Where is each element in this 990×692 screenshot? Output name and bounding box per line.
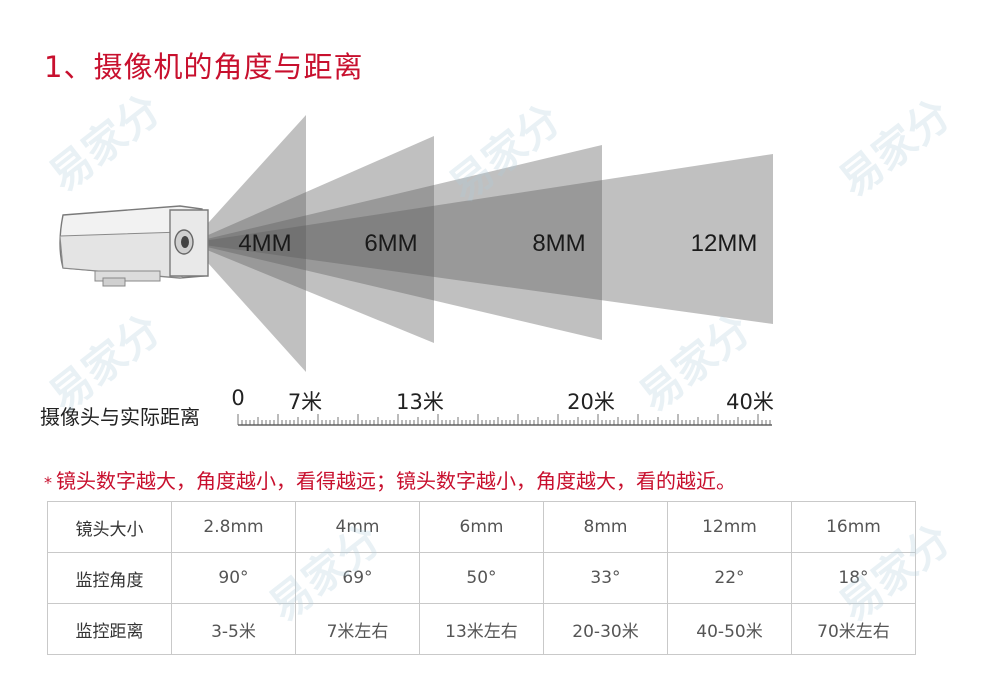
table-cell: 监控距离 — [47, 603, 172, 655]
table-cell: 12mm — [667, 501, 792, 553]
table-cell: 16mm — [791, 501, 916, 553]
cone-label-4mm: 4MM — [238, 230, 291, 257]
table-cell: 40-50米 — [667, 603, 792, 655]
table-cell: 3-5米 — [171, 603, 296, 655]
table-cell: 4mm — [295, 501, 420, 553]
ruler-label: 摄像头与实际距离 — [40, 405, 200, 429]
table-cell: 90° — [171, 552, 296, 604]
cone-8mm — [190, 145, 602, 340]
ruler-tick-7m: 7米 — [287, 390, 323, 414]
table-cell: 监控角度 — [47, 552, 172, 604]
table-cell: 20-30米 — [543, 603, 668, 655]
table-cell: 33° — [543, 552, 668, 604]
note-text: 镜头数字越大，角度越小，看得越远；镜头数字越小，角度越大，看的越近。 — [56, 469, 736, 493]
table-cell: 6mm — [419, 501, 544, 553]
table-row: 监控角度 90° 69° 50° 33° 22° 18° — [47, 552, 916, 604]
cone-4mm — [190, 115, 306, 372]
ruler-tick-20m: 20米 — [567, 390, 615, 414]
distance-ruler — [237, 414, 772, 426]
table-cell: 69° — [295, 552, 420, 604]
table-cell: 8mm — [543, 501, 668, 553]
table-cell: 镜头大小 — [47, 501, 172, 553]
table-row: 镜头大小 2.8mm 4mm 6mm 8mm 12mm 16mm — [47, 501, 916, 553]
cone-label-8mm: 8MM — [532, 230, 585, 257]
table-cell: 2.8mm — [171, 501, 296, 553]
ruler-tick-13m: 13米 — [396, 390, 444, 414]
cone-label-6mm: 6MM — [364, 230, 417, 257]
lens-note: * 镜头数字越大，角度越小，看得越远；镜头数字越小，角度越大，看的越近。 — [44, 465, 736, 494]
lens-spec-table: 镜头大小 2.8mm 4mm 6mm 8mm 12mm 16mm 监控角度 90… — [47, 501, 916, 655]
cone-12mm — [190, 154, 773, 324]
ruler-tick-40m: 40米 — [726, 390, 774, 414]
table-row: 监控距离 3-5米 7米左右 13米左右 20-30米 40-50米 70米左右 — [47, 603, 916, 655]
cone-6mm — [190, 136, 434, 343]
cone-label-12mm: 12MM — [691, 230, 758, 257]
table-cell: 22° — [667, 552, 792, 604]
page-title: 1、摄像机的角度与距离 — [44, 50, 364, 84]
table-cell: 7米左右 — [295, 603, 420, 655]
camera-icon — [59, 205, 209, 287]
note-asterisk: * — [44, 473, 52, 492]
table-cell: 50° — [419, 552, 544, 604]
table-cell: 18° — [791, 552, 916, 604]
ruler-tick-0: 0 — [231, 386, 245, 410]
table-cell: 70米左右 — [791, 603, 916, 655]
table-cell: 13米左右 — [419, 603, 544, 655]
